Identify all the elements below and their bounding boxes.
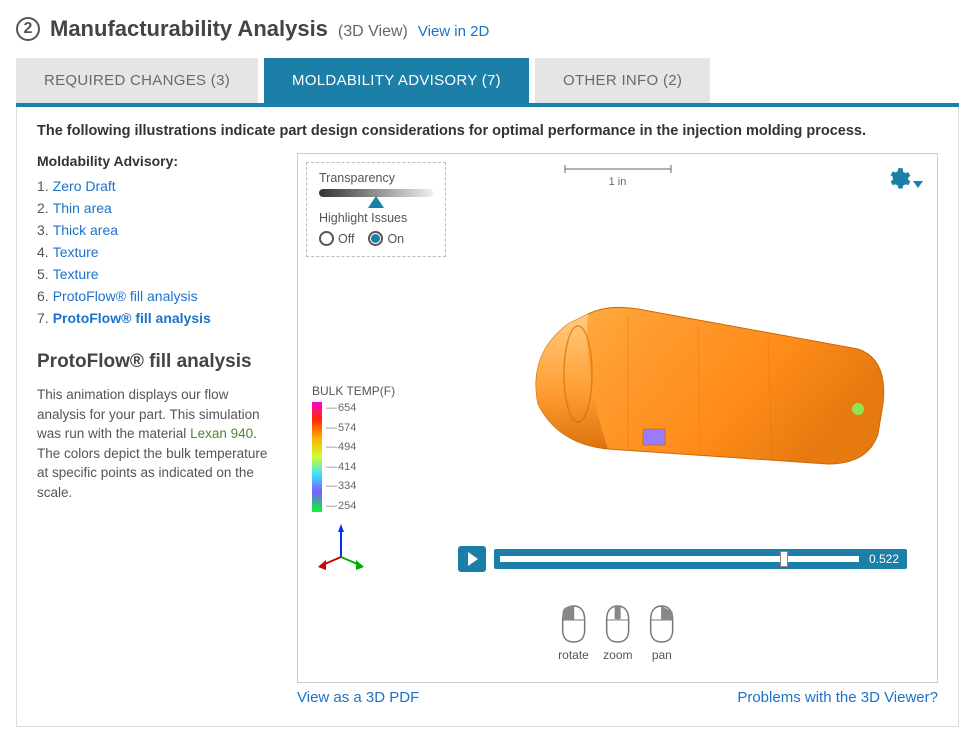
viewer-problems-link[interactable]: Problems with the 3D Viewer? [737, 689, 938, 706]
controls-panel: Transparency Highlight Issues Off On [306, 162, 446, 257]
highlight-on-radio[interactable]: On [368, 231, 404, 246]
legend-tick: 494 [326, 441, 356, 453]
hint-pan: pan [647, 604, 677, 662]
axes-gizmo[interactable] [316, 522, 366, 572]
legend-tick: 574 [326, 422, 356, 434]
advisory-item: 1.Zero Draft [37, 175, 277, 197]
sidebar: Moldability Advisory: 1.Zero Draft 2.Thi… [37, 153, 277, 706]
legend-tick: 654 [326, 402, 356, 414]
intro-text: The following illustrations indicate par… [37, 123, 938, 139]
advisory-num: 6. [37, 288, 49, 304]
highlight-off-radio[interactable]: Off [319, 231, 354, 246]
radio-label: Off [338, 232, 354, 246]
mouse-hints: rotate zoom pan [558, 604, 677, 662]
header: 2 Manufacturability Analysis (3D View) V… [16, 16, 959, 42]
hint-label: zoom [603, 648, 632, 662]
advisory-num: 5. [37, 266, 49, 282]
advisory-num: 3. [37, 222, 49, 238]
viewer-footer: View as a 3D PDF Problems with the 3D Vi… [297, 689, 938, 706]
advisory-item: 5.Texture [37, 263, 277, 285]
radio-label: On [387, 232, 404, 246]
highlight-label: Highlight Issues [319, 211, 433, 225]
advisory-num: 7. [37, 310, 49, 326]
advisory-title: Moldability Advisory: [37, 153, 277, 169]
hint-label: rotate [558, 648, 589, 662]
viewer-canvas[interactable]: Transparency Highlight Issues Off On [297, 153, 938, 683]
tab-required-changes[interactable]: REQUIRED CHANGES (3) [16, 58, 258, 103]
play-button[interactable] [458, 546, 486, 572]
gear-icon [885, 166, 911, 192]
advisory-list: 1.Zero Draft 2.Thin area 3.Thick area 4.… [37, 175, 277, 329]
material-link[interactable]: Lexan 940 [190, 426, 253, 441]
legend-gradient [312, 402, 322, 512]
radio-icon [319, 231, 334, 246]
advisory-item: 3.Thick area [37, 219, 277, 241]
play-slider[interactable]: 0.522 [494, 549, 907, 569]
view-3d-pdf-link[interactable]: View as a 3D PDF [297, 689, 419, 706]
advisory-num: 2. [37, 200, 49, 216]
section-title: ProtoFlow® fill analysis [37, 351, 277, 373]
legend-tick: 254 [326, 500, 356, 512]
settings-button[interactable] [885, 166, 923, 192]
advisory-link[interactable]: Thin area [53, 200, 112, 216]
slider-thumb-icon[interactable] [368, 196, 384, 208]
advisory-num: 1. [37, 178, 49, 194]
advisory-link[interactable]: Thick area [53, 222, 118, 238]
tab-other-info[interactable]: OTHER INFO (2) [535, 58, 710, 103]
legend-tick: 334 [326, 480, 356, 492]
transparency-label: Transparency [319, 171, 433, 185]
advisory-link[interactable]: ProtoFlow® fill analysis [53, 310, 211, 326]
legend-tick: 414 [326, 461, 356, 473]
hint-label: pan [652, 648, 672, 662]
advisory-num: 4. [37, 244, 49, 260]
tabs: REQUIRED CHANGES (3) MOLDABILITY ADVISOR… [16, 58, 959, 107]
transparency-slider[interactable] [319, 189, 433, 197]
advisory-link[interactable]: Zero Draft [53, 178, 116, 194]
page-title: Manufacturability Analysis [50, 16, 328, 42]
view-2d-link[interactable]: View in 2D [418, 23, 489, 40]
advisory-link[interactable]: ProtoFlow® fill analysis [53, 288, 198, 304]
view-mode-label: (3D View) [338, 23, 408, 41]
play-value: 0.522 [865, 552, 907, 566]
content: The following illustrations indicate par… [16, 107, 959, 727]
playbar: 0.522 [458, 546, 907, 572]
hint-rotate: rotate [558, 604, 589, 662]
legend-title: BULK TEMP(F) [312, 384, 395, 398]
step-badge: 2 [16, 17, 40, 41]
advisory-item: 7.ProtoFlow® fill analysis [37, 307, 277, 329]
advisory-item: 6.ProtoFlow® fill analysis [37, 285, 277, 307]
temperature-legend: BULK TEMP(F) 654 574 494 414 334 254 [312, 384, 395, 512]
advisory-item: 4.Texture [37, 241, 277, 263]
tab-moldability-advisory[interactable]: MOLDABILITY ADVISORY (7) [264, 58, 529, 103]
play-handle[interactable] [780, 551, 788, 567]
part-render [478, 254, 898, 494]
scale-ruler: 1 in [563, 164, 673, 188]
advisory-link[interactable]: Texture [53, 244, 99, 260]
chevron-down-icon [913, 181, 923, 188]
hint-zoom: zoom [603, 604, 633, 662]
advisory-item: 2.Thin area [37, 197, 277, 219]
scale-label: 1 in [609, 176, 627, 188]
legend-ticks: 654 574 494 414 334 254 [326, 402, 356, 512]
section-description: This animation displays our flow analysi… [37, 385, 277, 502]
advisory-link[interactable]: Texture [53, 266, 99, 282]
radio-icon [368, 231, 383, 246]
